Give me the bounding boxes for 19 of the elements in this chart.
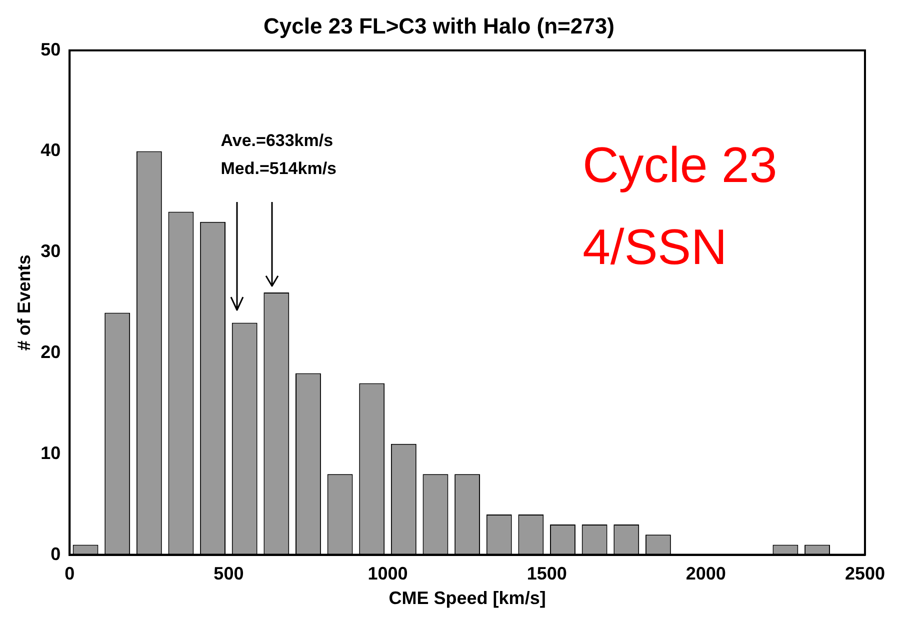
- y-tick-label: 40: [40, 140, 61, 160]
- x-tick-label: 2500: [844, 564, 885, 584]
- chart-title: Cycle 23 FL>C3 with Halo (n=273): [264, 13, 614, 38]
- x-tick-label: 0: [64, 564, 75, 584]
- x-axis-title: CME Speed [km/s]: [388, 588, 546, 608]
- y-tick-label: 10: [40, 442, 61, 463]
- x-tick-label: 1000: [368, 564, 408, 584]
- annotation: Ave.=633km/s: [220, 131, 334, 150]
- y-tick-label: 20: [40, 342, 61, 362]
- x-tick-label: 500: [214, 564, 244, 584]
- y-tick-label: 30: [40, 241, 61, 262]
- annotation: Med.=514km/s: [220, 159, 337, 178]
- x-tick-label: 1500: [526, 564, 567, 584]
- x-tick-label: 2000: [686, 564, 726, 584]
- annotation: Cycle 23: [582, 137, 778, 194]
- y-tick-label: 50: [40, 39, 61, 60]
- annotation: 4/SSN: [582, 219, 728, 276]
- y-axis-title: # of Events: [14, 254, 34, 351]
- y-tick-label: 0: [50, 544, 61, 564]
